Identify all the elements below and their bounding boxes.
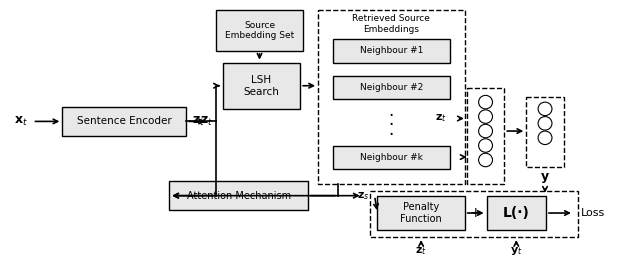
Text: L(·): L(·) (503, 206, 530, 220)
Circle shape (479, 110, 493, 123)
Text: $\mathbf{x}_t$: $\mathbf{x}_t$ (13, 115, 28, 128)
Text: Penalty
Function: Penalty Function (400, 202, 442, 224)
Circle shape (538, 131, 552, 145)
Text: $\mathbf{z}_t$: $\mathbf{z}_t$ (415, 245, 427, 257)
Bar (378, 196, 465, 230)
Text: Attention Mechanism: Attention Mechanism (187, 191, 291, 201)
Bar (216, 10, 303, 51)
Text: Neighbour #2: Neighbour #2 (360, 83, 423, 92)
Text: $\mathbf{z}_t$: $\mathbf{z}_t$ (191, 115, 205, 128)
Text: .: . (388, 102, 394, 120)
Bar (369, 191, 578, 237)
Circle shape (479, 95, 493, 109)
Bar (467, 88, 504, 184)
Text: $\mathbf{y}_t$: $\mathbf{y}_t$ (510, 245, 523, 257)
Text: $\mathbf{z}_s$: $\mathbf{z}_s$ (357, 190, 369, 202)
Text: $\mathbf{y}$: $\mathbf{y}$ (540, 171, 550, 185)
Text: $\mathbf{z}_t$: $\mathbf{z}_t$ (200, 115, 213, 128)
Circle shape (538, 116, 552, 130)
Text: Loss: Loss (580, 208, 605, 218)
Text: +: + (470, 206, 481, 220)
Text: Sentence Encoder: Sentence Encoder (77, 116, 172, 126)
Text: Source
Embedding Set: Source Embedding Set (225, 21, 294, 41)
Bar (486, 196, 546, 230)
Text: .: . (388, 112, 394, 129)
Circle shape (479, 153, 493, 167)
Bar (318, 10, 465, 184)
Text: $\mathbf{z}_t$: $\mathbf{z}_t$ (435, 113, 447, 125)
Bar (62, 107, 186, 136)
Bar (223, 63, 300, 109)
Bar (333, 76, 450, 99)
Bar (333, 40, 450, 63)
Text: LSH
Search: LSH Search (244, 75, 280, 96)
Bar (333, 146, 450, 169)
Bar (526, 97, 564, 167)
Bar (170, 181, 308, 210)
Circle shape (479, 139, 493, 152)
Circle shape (479, 124, 493, 138)
Text: Retrieved Source
Embeddings: Retrieved Source Embeddings (353, 14, 430, 34)
Text: Neighbour #k: Neighbour #k (360, 153, 423, 161)
Circle shape (538, 102, 552, 116)
Text: .: . (388, 121, 394, 139)
Text: Neighbour #1: Neighbour #1 (360, 47, 423, 55)
